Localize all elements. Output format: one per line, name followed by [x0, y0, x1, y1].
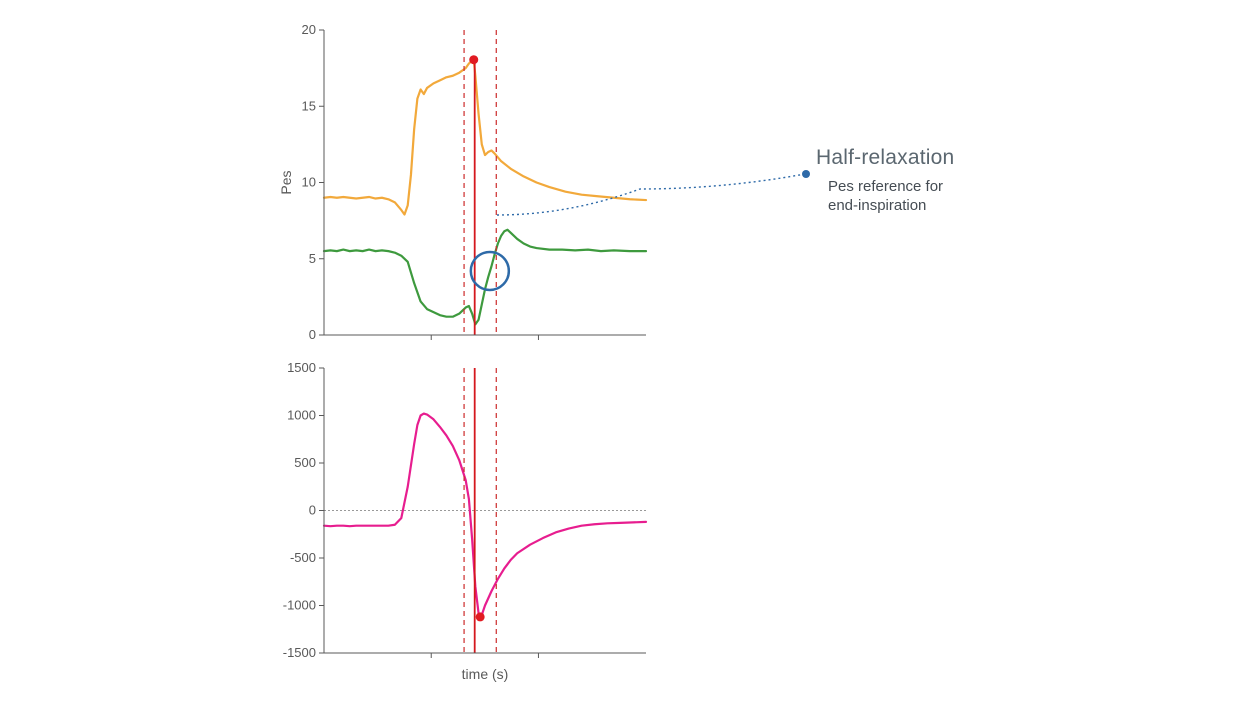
green-trace [324, 230, 646, 325]
trough-marker [476, 612, 485, 621]
y-tick-label: 1500 [287, 360, 316, 375]
y-tick-label: 20 [302, 22, 316, 37]
flow-chart: -1500 -1000 -500 0 500 1000 1500 time (s) [264, 358, 656, 688]
leader-end-dot [802, 170, 810, 178]
y-tick-label: -500 [290, 550, 316, 565]
annotation-sub-line2: end-inspiration [828, 197, 926, 214]
pes-chart-svg: 0 5 10 15 20 Pes [276, 20, 656, 350]
pes-chart: 0 5 10 15 20 Pes [276, 20, 656, 350]
y-tick-label: -1500 [283, 645, 316, 660]
y-axis-label: Pes [278, 170, 294, 194]
x-axis-label: time (s) [462, 666, 509, 682]
y-tick-label: 15 [302, 98, 316, 113]
y-tick-label: 500 [294, 455, 316, 470]
peak-marker [469, 55, 478, 64]
y-tick-label: 5 [309, 251, 316, 266]
annotation-title: Half-relaxation [816, 146, 954, 170]
y-tick-label: 0 [309, 503, 316, 518]
annotation-sub-line1: Pes reference for [828, 178, 943, 195]
magenta-trace [324, 414, 646, 617]
y-tick-label: -1000 [283, 598, 316, 613]
orange-trace [324, 60, 646, 215]
y-tick-label: 0 [309, 327, 316, 342]
y-tick-label: 10 [302, 175, 316, 190]
flow-chart-svg: -1500 -1000 -500 0 500 1000 1500 time (s) [264, 358, 656, 688]
annotation-subtitle: Pes reference for end-inspiration [828, 178, 943, 216]
y-tick-label: 1000 [287, 408, 316, 423]
